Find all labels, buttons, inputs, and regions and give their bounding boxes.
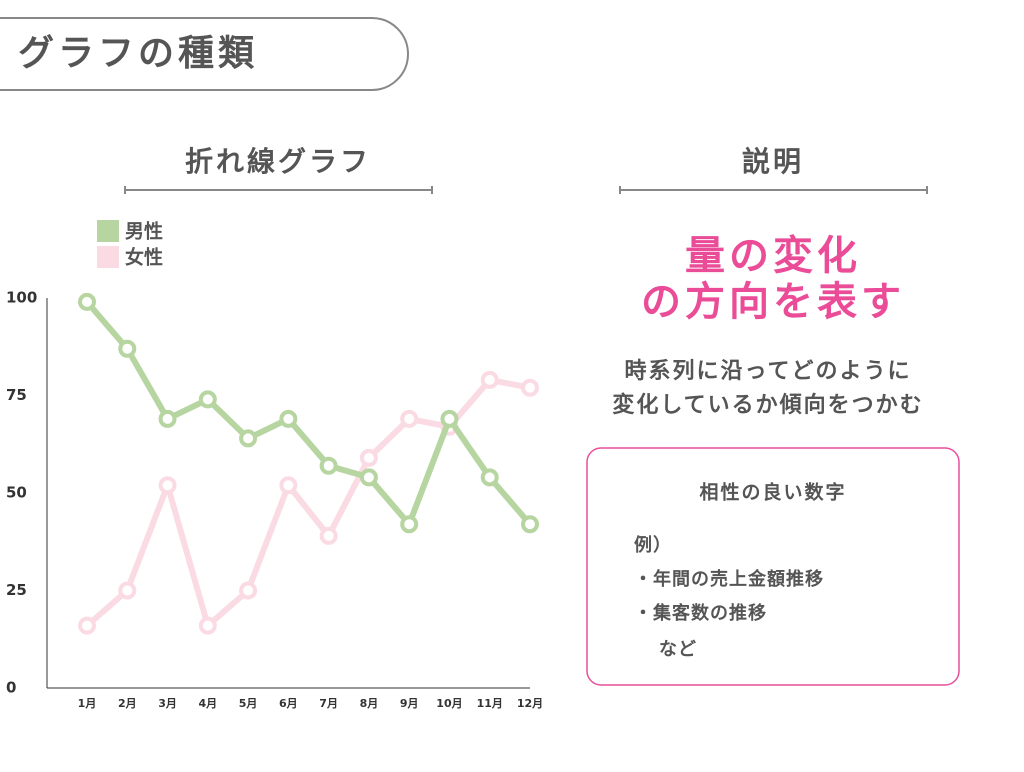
x-tick-label: 3月 <box>158 697 177 710</box>
legend-swatch <box>97 246 119 268</box>
x-tick-label: 12月 <box>517 697 543 710</box>
point <box>319 526 338 545</box>
box-line: など <box>640 639 697 660</box>
point <box>78 616 96 635</box>
description: 時系列に沿ってどのように <box>625 359 912 384</box>
box-line: ・集客数の推移 <box>634 602 767 624</box>
x-tick-label: 8月 <box>360 697 379 710</box>
point <box>480 468 499 487</box>
point <box>400 515 419 534</box>
box-title: 相性の良い数字 <box>699 481 846 504</box>
y-tick-label: 0 <box>6 679 16 697</box>
point <box>521 378 539 397</box>
point <box>239 429 258 448</box>
explanation-heading: 説明 <box>742 145 804 178</box>
point <box>480 370 499 389</box>
header-shape <box>0 17 409 91</box>
point <box>440 409 459 428</box>
chart-heading: 折れ線グラフ <box>185 145 371 178</box>
x-tick-label: 6月 <box>279 697 298 710</box>
y-tick-label: 50 <box>6 484 27 502</box>
point <box>198 616 217 635</box>
point <box>198 390 217 409</box>
x-tick-label: 11月 <box>477 697 503 710</box>
y-tick-label: 25 <box>6 581 27 599</box>
point <box>400 409 419 428</box>
x-tick-label: 9月 <box>400 697 419 710</box>
box-line: ・年間の売上金額推移 <box>634 568 824 590</box>
point <box>279 476 298 495</box>
info-box <box>586 447 960 686</box>
point <box>78 292 96 311</box>
legend-label: 男性 <box>125 220 163 243</box>
box-line: 例） <box>634 534 672 556</box>
description: 変化しているか傾向をつかむ <box>612 392 923 418</box>
point <box>279 409 298 428</box>
point <box>158 409 177 428</box>
point <box>118 581 137 600</box>
x-tick-label: 7月 <box>319 697 338 710</box>
x-tick-label: 5月 <box>239 697 258 710</box>
series-line <box>84 299 533 528</box>
x-tick-label: 2月 <box>118 697 137 710</box>
x-tick-label: 1月 <box>78 697 97 710</box>
legend-label: 女性 <box>125 246 163 269</box>
x-tick-label: 4月 <box>198 697 217 710</box>
headline: 量の変化 <box>685 233 861 279</box>
headline: の方向を表す <box>641 279 905 325</box>
point <box>118 339 137 358</box>
legend-swatch <box>97 220 119 242</box>
point <box>239 581 258 600</box>
line-chart: 0 25 50 75 100 1月 2月 3月 4月 5月 6月 7月 8月 9月 10月 11月 12月 男性女… <box>6 220 543 711</box>
point <box>158 476 177 495</box>
x-tick-label: 10月 <box>436 697 462 710</box>
point <box>521 515 539 534</box>
series-line <box>85 376 531 629</box>
point <box>359 468 378 487</box>
header-title: グラフの種類 <box>18 33 258 74</box>
y-tick-label: 100 <box>6 289 37 307</box>
point <box>359 448 378 467</box>
point <box>319 456 338 475</box>
y-tick-label: 75 <box>6 386 27 404</box>
